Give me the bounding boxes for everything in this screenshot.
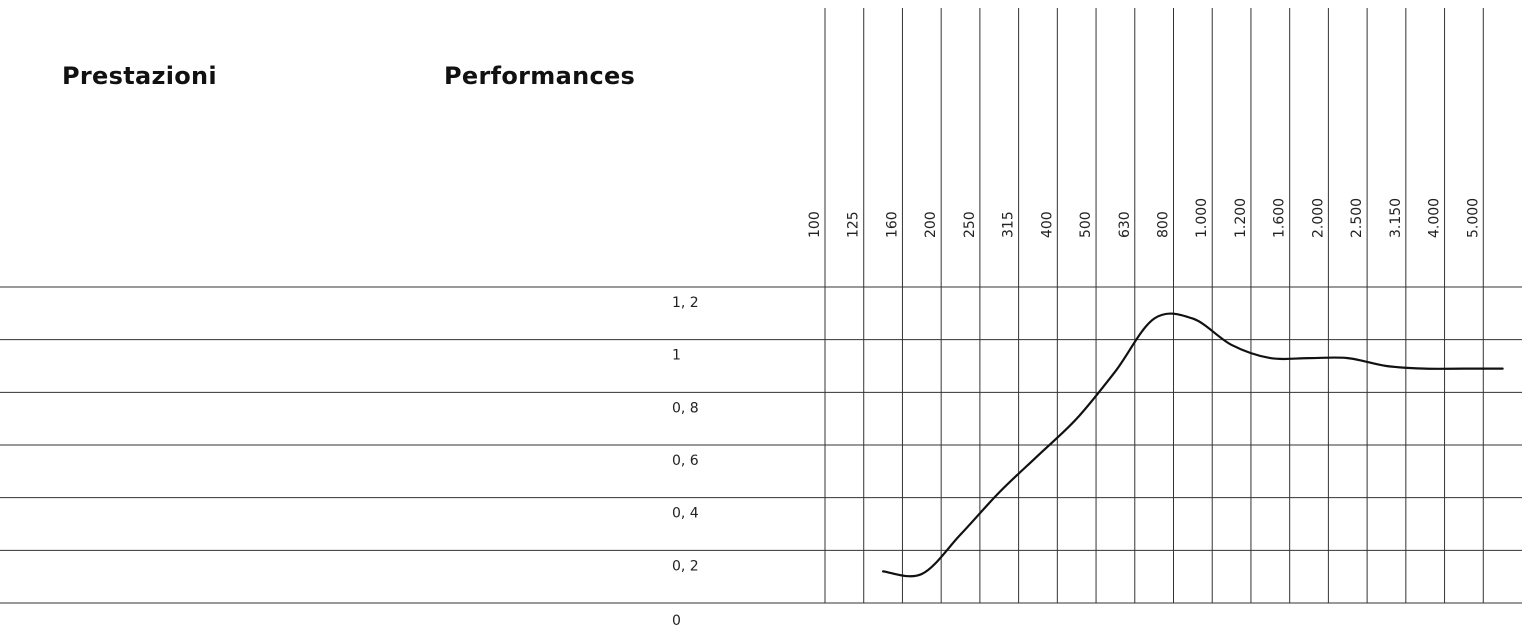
x-tick-label: 5.000 xyxy=(1465,198,1481,238)
x-tick-label: 4.000 xyxy=(1427,198,1443,238)
series-group xyxy=(881,312,1504,578)
y-tick-label: 0, 6 xyxy=(672,453,699,469)
y-tick-label: 0 xyxy=(672,613,681,628)
series-line xyxy=(881,312,1504,578)
y-tick-label: 0, 8 xyxy=(672,400,699,416)
x-tick-label: 2.000 xyxy=(1310,198,1326,238)
x-tick-label: 125 xyxy=(846,211,862,238)
x-tick-label: 160 xyxy=(884,211,900,238)
x-tick-label: 400 xyxy=(1039,211,1055,238)
x-tick-label: 3.150 xyxy=(1388,198,1404,238)
y-tick-label: 0, 2 xyxy=(672,558,699,574)
y-tick-label: 1, 2 xyxy=(672,295,699,311)
x-tick-label: 1.200 xyxy=(1233,198,1249,238)
x-tick-label: 630 xyxy=(1117,211,1133,238)
x-tick-label: 500 xyxy=(1078,211,1094,238)
x-tick-label: 800 xyxy=(1156,211,1172,238)
x-axis-labels: 100 125 160 200 250 315 400 500 630 800 1.000 1.200… xyxy=(807,198,1481,238)
x-tick-label: 100 xyxy=(807,211,823,238)
y-tick-label: 0, 4 xyxy=(672,506,699,522)
x-tick-label: 200 xyxy=(923,211,939,238)
x-tick-label: 315 xyxy=(1001,211,1017,238)
x-tick-label: 250 xyxy=(962,211,978,238)
y-tick-label: 1 xyxy=(672,348,681,364)
horizontal-gridlines xyxy=(0,286,1522,604)
vertical-gridlines xyxy=(824,8,1484,603)
x-tick-label: 1.600 xyxy=(1272,198,1288,238)
x-tick-label: 1.000 xyxy=(1194,198,1210,238)
heading-italian: Prestazioni xyxy=(62,62,217,90)
x-tick-label: 2.500 xyxy=(1349,198,1365,238)
y-axis-labels: 0 0, 2 0, 4 0, 6 0, 8 1 1, 2 xyxy=(672,295,699,628)
heading-english: Performances xyxy=(444,62,636,90)
